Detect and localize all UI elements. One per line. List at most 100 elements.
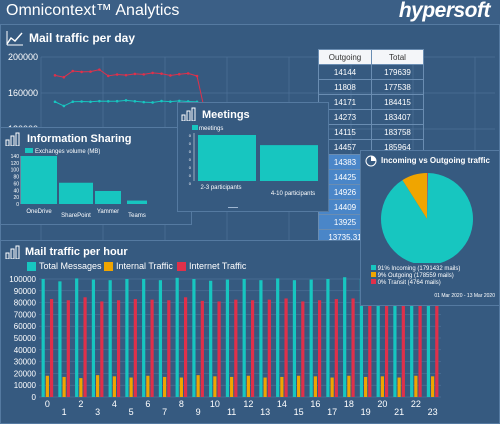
x-tick-label: 15 <box>294 407 304 417</box>
bar <box>280 376 284 397</box>
bar <box>217 301 221 397</box>
bar <box>163 376 167 397</box>
resize-handle <box>228 207 238 208</box>
legend-label: meetings <box>199 126 223 132</box>
y-tick-label: 0 <box>189 173 192 178</box>
legend-internal[interactable]: Internal Traffic <box>104 261 173 271</box>
pie-slice <box>381 173 473 263</box>
data-point <box>89 100 92 104</box>
pie-title: Incoming vs Outgoing traffic <box>381 156 490 165</box>
data-point <box>177 72 181 76</box>
y-tick-label: 0 <box>189 165 192 170</box>
bar <box>112 376 116 397</box>
x-tick-label: 0 <box>45 399 50 409</box>
x-tick-label: 17 <box>327 407 337 417</box>
bar-chart-icon <box>5 132 20 146</box>
bar <box>292 280 297 397</box>
x-tick-label: OneDrive <box>26 209 52 215</box>
y-tick-label: 120 <box>11 161 20 167</box>
bar <box>435 300 439 397</box>
bar <box>250 300 255 397</box>
x-tick-label: Yammer <box>97 209 119 215</box>
legend-total[interactable]: Total Messages <box>27 261 102 271</box>
x-tick-label: 18 <box>344 399 354 409</box>
traffic-pie-panel[interactable]: Incoming vs Outgoing traffic 91% Incomin… <box>360 150 500 306</box>
x-tick-label: 14 <box>277 399 287 409</box>
x-tick-label: 5 <box>129 407 134 417</box>
table-row[interactable]: 14171 184415 <box>318 94 424 110</box>
y-tick-label: 20 <box>13 195 19 201</box>
bar <box>146 375 150 397</box>
mail-per-hour-chart: 1000009000080000700006000050000400003000… <box>9 275 441 417</box>
pie-legend-item: 91% Incoming (1791432 mails) <box>371 265 460 272</box>
bar <box>334 299 338 397</box>
data-point <box>71 100 75 103</box>
bar <box>41 279 45 397</box>
bar <box>142 279 146 397</box>
bar <box>426 280 431 397</box>
x-tick-label: 19 <box>361 407 371 417</box>
legend-internet[interactable]: Internet Traffic <box>177 261 246 271</box>
y-tick-label: 80000 <box>14 299 37 308</box>
bar <box>313 376 317 397</box>
bar <box>230 376 234 397</box>
y-tick-label: 0 <box>189 149 192 154</box>
pie-legend-item: 9% Outgoing (178559 mails) <box>371 272 460 279</box>
bar <box>393 279 397 397</box>
bar <box>45 375 49 397</box>
x-tick-label: Teams <box>128 213 146 219</box>
y-tick-label: 60000 <box>14 322 37 331</box>
data-point <box>115 99 119 103</box>
y-tick-label: 0 <box>16 202 19 208</box>
legend-label: Total Messages <box>39 261 102 271</box>
data-point <box>106 74 110 78</box>
meetings-panel[interactable]: Meetings meetings 0 0 0 0 0 0 0 2-3 participants… <box>177 102 329 212</box>
bar <box>129 377 133 397</box>
bar <box>301 301 305 397</box>
data-point <box>53 74 57 77</box>
bar <box>414 375 418 397</box>
data-point <box>133 99 137 103</box>
legend-label: Exchanges volume (MB) <box>35 149 100 155</box>
x-tick-label: 23 <box>428 407 438 417</box>
x-tick-label: 22 <box>411 399 421 409</box>
y-tick-label: 200000 <box>8 52 38 62</box>
y-tick-label: 40 <box>13 188 19 194</box>
table-row[interactable]: 14273 183407 <box>318 109 424 125</box>
table-row[interactable]: 14115 183758 <box>318 124 424 140</box>
x-tick-label: SharePoint <box>61 213 91 219</box>
x-tick-label: 2 <box>78 399 83 409</box>
bar <box>21 156 57 204</box>
outgoing-header[interactable]: Outgoing <box>318 49 372 65</box>
legend-label: Internal Traffic <box>116 261 173 271</box>
table-row[interactable]: 11808 177538 <box>318 79 424 95</box>
bar <box>66 300 70 397</box>
data-point <box>169 74 172 77</box>
info-sharing-panel[interactable]: Information Sharing Exchanges volume (MB… <box>0 127 192 225</box>
legend-swatch <box>371 279 376 284</box>
data-point <box>124 73 128 77</box>
bar <box>58 281 62 397</box>
bar <box>351 298 355 397</box>
bar <box>179 377 183 397</box>
y-tick-label: 160000 <box>8 88 38 98</box>
bar <box>125 279 129 397</box>
table-row[interactable]: 14144 179639 <box>318 64 424 80</box>
data-point <box>142 100 146 104</box>
bar <box>100 301 104 397</box>
y-tick-label: 30000 <box>14 358 37 367</box>
legend-swatch <box>371 272 376 277</box>
data-point <box>177 99 181 103</box>
bar <box>116 300 121 397</box>
total-header[interactable]: Total <box>371 49 424 65</box>
bar <box>410 278 414 397</box>
pie-legend-label: 0% Transit (4764 mails) <box>377 280 441 286</box>
total-cell: 179639 <box>371 64 424 80</box>
bar <box>91 279 96 397</box>
y-tick-label: 80 <box>13 175 19 181</box>
bar <box>242 279 246 397</box>
x-tick-label: 3 <box>95 407 100 417</box>
bar <box>209 280 213 397</box>
y-tick-label: 0 <box>189 157 192 162</box>
bar <box>284 298 288 397</box>
